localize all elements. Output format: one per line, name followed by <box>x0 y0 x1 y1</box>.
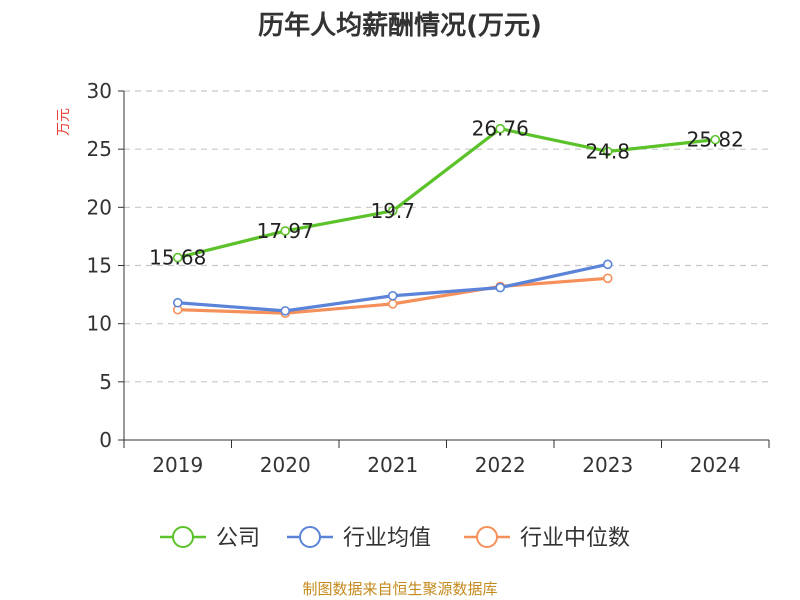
point-2-2021 <box>387 299 398 309</box>
gridlines <box>124 90 769 383</box>
point-1-2023 <box>602 259 613 270</box>
point-0-2021 <box>387 206 398 216</box>
legend-marker-0 <box>172 526 194 548</box>
legend-label-2: 行业中位数 <box>520 526 630 551</box>
point-0-2022 <box>495 123 506 134</box>
legend-item-0: 公司 <box>160 526 260 551</box>
point-0-2024 <box>710 134 721 145</box>
y-axis-label: 万元 <box>56 108 72 136</box>
x-tick-label-2023: 2023 <box>582 453 633 477</box>
point-1-2022 <box>495 282 506 293</box>
source-note: 制图数据来自恒生聚源数据库 <box>302 580 497 598</box>
tick-labels: 0 5 10 15 20 25 30 2019 2020 2021 2022 2023 2024 <box>87 79 741 477</box>
y-tick-label-25: 25 <box>87 137 112 161</box>
data-label-2020: 17.97 <box>257 219 314 243</box>
point-1-2021 <box>387 290 398 301</box>
legend-label-0: 公司 <box>216 526 260 551</box>
series-line-0 <box>176 127 717 260</box>
data-label-2019: 15.68 <box>149 246 206 270</box>
point-1-2020 <box>280 306 291 316</box>
x-tick-label-2020: 2020 <box>260 453 311 477</box>
point-2-2023 <box>602 273 613 284</box>
data-label-2023: 24.8 <box>585 139 630 163</box>
data-label-2022: 26.76 <box>472 117 529 141</box>
legend-item-1: 行业均值 <box>287 526 431 551</box>
y-tick-label-15: 15 <box>87 254 112 278</box>
point-1-2019 <box>172 297 183 308</box>
legend-item-2: 行业中位数 <box>464 526 630 551</box>
y-tick-label-5: 5 <box>99 370 112 394</box>
chart-title: 历年人均薪酬情况(万元) <box>258 10 542 41</box>
legend: 公司 行业均值 行业中位数 <box>160 526 630 551</box>
point-0-2019 <box>172 252 183 263</box>
y-tick-label-0: 0 <box>99 428 112 452</box>
series-公司 <box>172 123 721 263</box>
y-tick-label-10: 10 <box>87 312 112 336</box>
x-tick-label-2022: 2022 <box>475 453 526 477</box>
legend-marker-1 <box>299 526 321 548</box>
x-tick-label-2024: 2024 <box>690 453 741 477</box>
point-0-2020 <box>280 226 291 236</box>
data-label-2021: 19.7 <box>370 199 415 223</box>
y-tick-label-20: 20 <box>87 195 112 219</box>
y-tick-label-30: 30 <box>87 79 112 103</box>
legend-marker-2 <box>476 526 498 548</box>
series-行业均值 <box>172 259 613 316</box>
data-label-2024: 25.82 <box>687 128 744 152</box>
x-tick-label-2019: 2019 <box>152 453 203 477</box>
point-0-2023 <box>602 146 613 157</box>
x-tick-label-2021: 2021 <box>367 453 418 477</box>
series-group <box>172 123 721 318</box>
axes <box>118 90 770 448</box>
data-labels: 15.68 17.97 19.7 26.76 24.8 25.82 <box>149 117 744 270</box>
legend-label-1: 行业均值 <box>343 526 431 551</box>
